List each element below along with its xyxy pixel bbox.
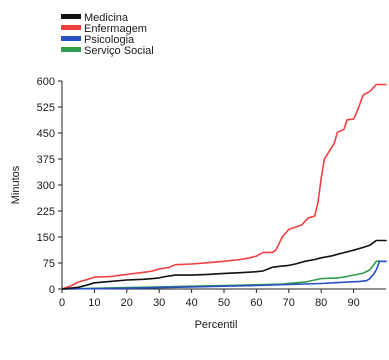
x-tick-label: 30 <box>153 297 165 309</box>
x-tick-label: 60 <box>250 297 262 309</box>
y-tick-label: 0 <box>49 284 55 296</box>
x-tick-label: 80 <box>315 297 327 309</box>
x-tick-label: 90 <box>347 297 359 309</box>
x-tick-label: 0 <box>59 297 65 309</box>
y-tick-label: 150 <box>37 232 55 244</box>
y-tick-label: 300 <box>37 180 55 192</box>
x-tick-label: 70 <box>283 297 295 309</box>
legend-swatch <box>61 47 81 52</box>
legend-swatch <box>61 36 81 41</box>
plot-area <box>62 85 386 290</box>
legend-swatch <box>61 25 81 30</box>
y-tick-label: 375 <box>37 154 55 166</box>
y-axis-title: Minutos <box>10 165 22 204</box>
x-tick-label: 40 <box>185 297 197 309</box>
series-line-servi-o-social <box>62 261 386 289</box>
x-ticks: 0 10 20 30 40 50 60 70 80 90 <box>59 289 360 309</box>
y-tick-label: 525 <box>37 102 55 114</box>
x-tick-label: 20 <box>121 297 133 309</box>
y-ticks: 0 75 150 225 300 375 450 525 600 <box>37 76 62 296</box>
y-tick-label: 600 <box>37 76 55 88</box>
series-line-enfermagem <box>62 85 386 290</box>
x-tick-label: 50 <box>218 297 230 309</box>
series-line-medicina <box>62 241 386 290</box>
y-tick-label: 75 <box>43 258 55 270</box>
legend-label: Serviço Social <box>84 45 154 57</box>
y-tick-label: 450 <box>37 128 55 140</box>
y-tick-label: 225 <box>37 206 55 218</box>
legend-swatch <box>61 14 81 19</box>
x-tick-label: 10 <box>88 297 100 309</box>
x-axis-title: Percentil <box>195 319 238 331</box>
